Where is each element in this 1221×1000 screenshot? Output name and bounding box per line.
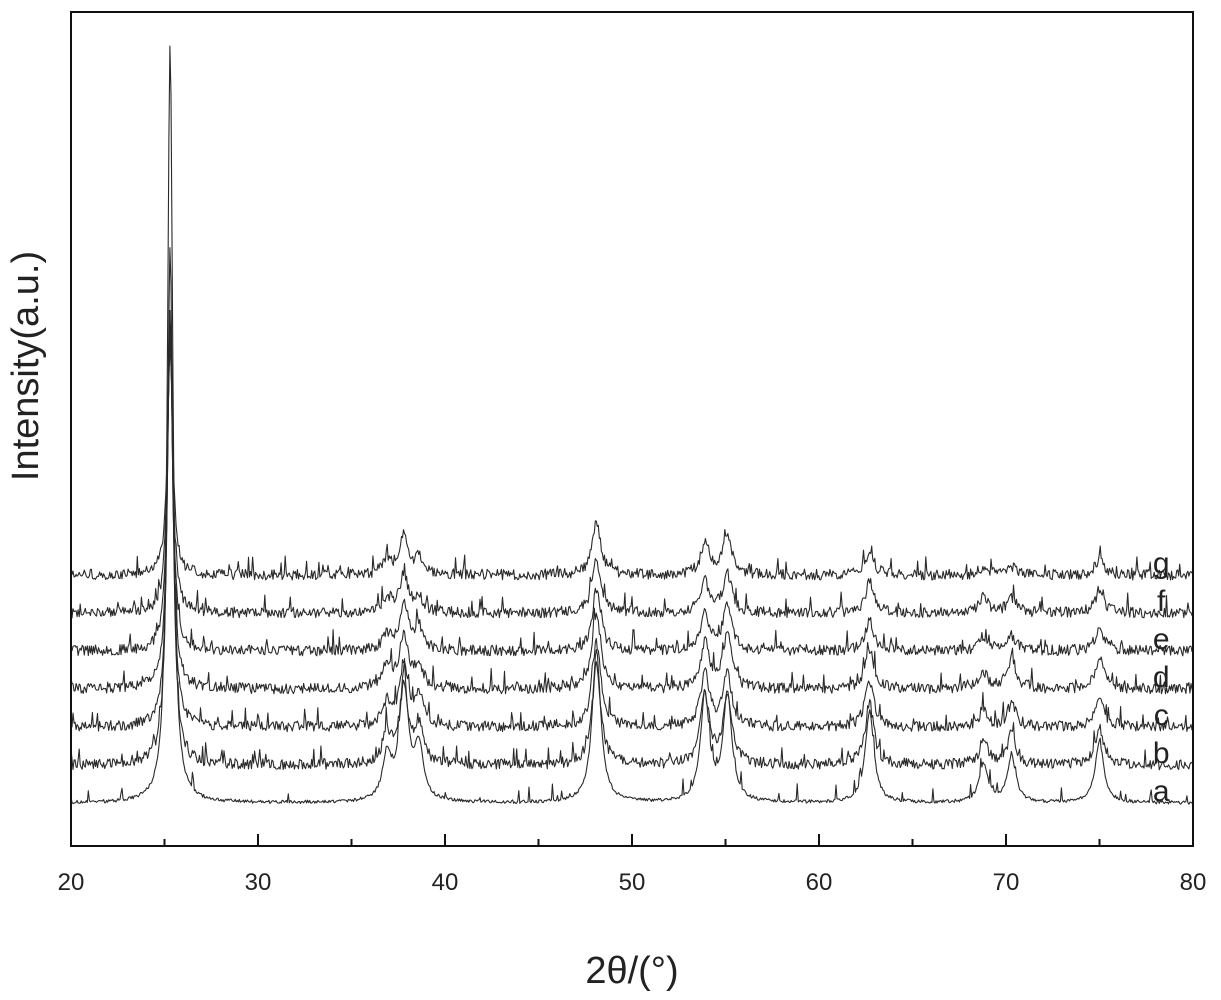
series-traces [70,45,1194,805]
x-axis-label: 2θ/(°) [585,950,678,992]
x-tick-label: 40 [432,869,459,896]
x-tick-label: 60 [806,869,833,896]
x-tick-label: 50 [619,869,646,896]
series-line-c [70,309,1194,733]
x-tick-label: 80 [1180,869,1207,896]
series-label-a: a [1153,775,1170,808]
x-tick-label: 70 [993,869,1020,896]
x-tick-label: 30 [245,869,272,896]
series-line-e [70,319,1194,657]
series-line-b [70,247,1194,771]
x-tick-label: 20 [58,869,85,896]
series-label-b: b [1153,737,1170,770]
series-line-f [70,335,1194,619]
series-label-c: c [1154,699,1169,732]
series-label-e: e [1153,623,1170,656]
y-axis-label: Intensity(a.u.) [5,251,47,481]
series-label-g: g [1153,547,1170,580]
series-line-g [70,342,1194,581]
series-line-a [70,45,1194,805]
x-axis-tick-labels: 20 30 40 50 60 70 80 [58,869,1207,896]
series-label-f: f [1157,585,1166,618]
series-label-d: d [1153,661,1170,694]
x-axis-ticks [70,834,1194,846]
series-line-d [70,320,1194,695]
plot-frame [70,11,1194,847]
